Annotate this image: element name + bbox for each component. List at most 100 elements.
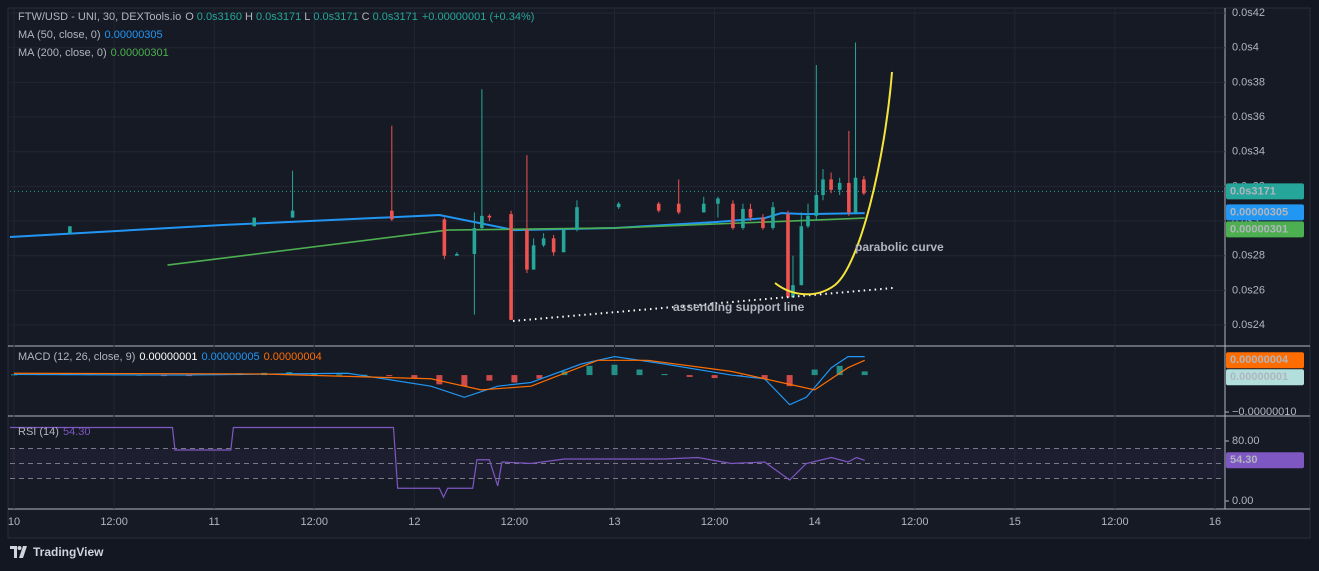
x-tick-label: 14 [809, 516, 821, 528]
histogram-bar [711, 375, 718, 379]
macd-legend: MACD (12, 26, close, 9) 0.00000001 0.00000… [18, 351, 322, 363]
x-tick-label: 12:00 [300, 516, 328, 528]
annotation: assending support line [673, 300, 805, 314]
moving-average-line [167, 217, 865, 266]
y-tick-label: 0.0s26 [1232, 284, 1265, 296]
candle-body [551, 238, 556, 253]
price-tag [1226, 452, 1304, 469]
histogram-bar [636, 369, 643, 376]
candle-body [837, 182, 842, 190]
candle-body [748, 208, 753, 218]
candle-body [480, 215, 484, 228]
candle-body [531, 245, 536, 270]
candle-body [731, 203, 735, 228]
histogram-bar [386, 375, 393, 377]
candle-body [616, 203, 621, 208]
histogram-bar [686, 375, 693, 377]
brand: TradingView [10, 545, 103, 559]
candle-body [252, 217, 257, 227]
y-tick-label: 0.0s28 [1232, 250, 1265, 262]
candle-body [701, 203, 706, 213]
candle-body [509, 214, 513, 320]
ohlc-key: L [304, 11, 311, 23]
candle-body [716, 198, 720, 204]
x-tick-label: 13 [608, 516, 620, 528]
rsi-value: 54.30 [62, 426, 91, 438]
candle-body [656, 203, 661, 211]
candle-body [472, 227, 477, 254]
candle-body [847, 182, 851, 213]
ma200-legend: MA (200, close, 0) 0.00000301 [18, 47, 169, 59]
x-tick-label: 12:00 [501, 516, 529, 528]
y-tick-label: 0.00 [1232, 495, 1253, 507]
histogram-bar [786, 375, 793, 387]
candle-body [487, 215, 492, 218]
x-tick-label: 15 [1009, 516, 1021, 528]
price-tag-label: 0.00000001 [1230, 371, 1288, 383]
candle-body [853, 177, 858, 213]
ma-name: MA (200, close, 0) [18, 47, 107, 59]
price-tag [1226, 221, 1304, 238]
x-tick-label: 12:00 [1101, 516, 1129, 528]
x-tick-label: 16 [1209, 516, 1221, 528]
y-tick-label: 80.00 [1232, 435, 1260, 447]
candle-body [561, 229, 566, 253]
ma-value: 0.00000305 [104, 29, 163, 41]
candle-body [821, 179, 825, 196]
x-tick-label: 10 [8, 516, 20, 528]
histogram-bar [311, 373, 318, 376]
histogram-bar [761, 375, 768, 379]
ohlc-value: 0.0s3171 [255, 11, 302, 23]
x-tick-label: 12:00 [901, 516, 929, 528]
candle-body [442, 219, 447, 256]
signal-line [14, 359, 865, 391]
histogram-bar [336, 374, 343, 376]
candle-body [806, 215, 810, 227]
histogram-bar [361, 374, 368, 376]
candle-body [68, 226, 72, 234]
hist-value: 0.00000001 [139, 351, 198, 363]
rsi-legend: RSI (14) 54.30 [18, 426, 91, 438]
y-tick-label: 0.0s4 [1232, 42, 1259, 54]
histogram-bar [861, 371, 868, 376]
candle-body [791, 285, 795, 298]
price-tag [1226, 369, 1304, 386]
price-tag [1226, 204, 1304, 221]
candle-body [455, 253, 459, 256]
brand-logo [10, 546, 27, 558]
candle-body [575, 207, 579, 230]
histogram-bar [836, 365, 843, 376]
macd-line [14, 355, 865, 406]
y-tick-label: 0.0s24 [1232, 319, 1265, 331]
price-change: +0.00000001 (+0.34%) [421, 11, 535, 23]
histogram-bar [611, 364, 618, 376]
y-tick-label: 0.0s42 [1232, 7, 1265, 19]
ohlc-value: 0.0s3171 [372, 11, 418, 23]
candle-body [525, 229, 529, 270]
x-tick-label: 12:00 [701, 516, 729, 528]
ma50-legend: MA (50, close, 0) 0.00000305 [18, 29, 163, 41]
histogram-bar [811, 369, 818, 376]
x-tick-label: 12:00 [100, 516, 128, 528]
ohlc-key: C [361, 11, 370, 23]
x-tick-label: 12 [408, 516, 420, 528]
ohlc-key: H [245, 11, 253, 23]
candle-body [290, 210, 295, 218]
signal-value: 0.00000004 [263, 351, 322, 363]
candle-body [390, 210, 394, 220]
candle-body [814, 195, 819, 216]
ohlc-legend: O 0.0s3160 H 0.0s3171 L 0.0s3171 C 0.0s3171 [185, 11, 418, 23]
macd-value: 0.00000005 [201, 351, 260, 363]
histogram-bar [661, 373, 668, 376]
candle-body [761, 217, 765, 228]
candle-body [799, 226, 804, 286]
price-tag [1226, 183, 1304, 200]
histogram-bar [586, 365, 593, 376]
moving-average-line [9, 212, 865, 238]
candle-body [741, 208, 745, 228]
histogram-bar [486, 375, 493, 381]
rsi-title: RSI (14) [18, 426, 59, 438]
candle-body [862, 179, 866, 194]
price-tag [1226, 352, 1304, 369]
